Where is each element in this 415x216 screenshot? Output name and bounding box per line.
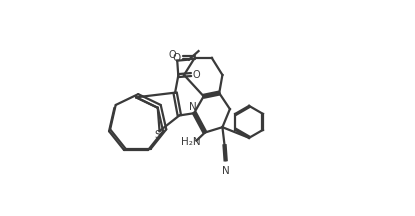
Text: N: N: [189, 102, 197, 112]
Text: O: O: [172, 53, 181, 63]
Text: S: S: [154, 130, 161, 140]
Text: O: O: [168, 50, 176, 60]
Text: N: N: [222, 166, 229, 176]
Text: O: O: [192, 70, 200, 79]
Text: H₂N: H₂N: [181, 137, 201, 147]
